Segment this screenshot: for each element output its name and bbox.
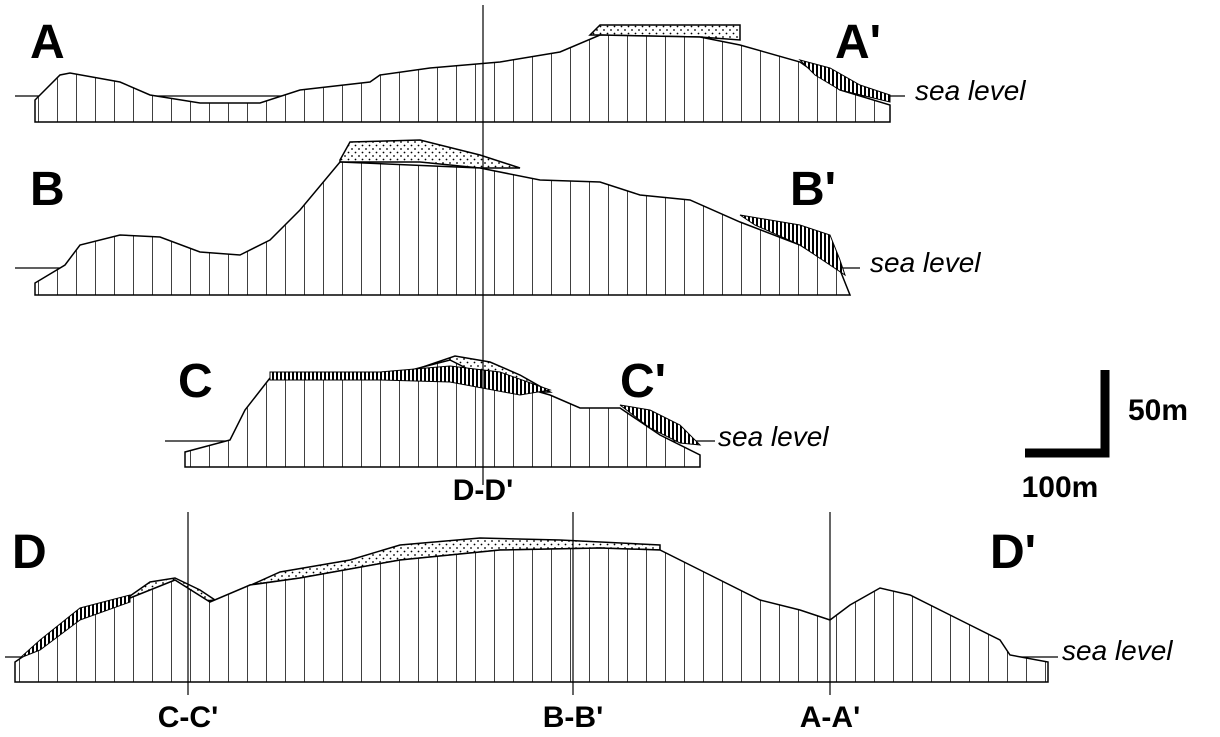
section-c: C C' sea level	[165, 355, 829, 467]
label-end: B'	[790, 163, 836, 216]
sea-level-label: sea level	[718, 421, 829, 452]
sea-level-label: sea level	[915, 75, 1026, 106]
scale-bar: 50m 100m	[1022, 370, 1188, 504]
section-a: A A' sea level	[15, 16, 1026, 122]
marker-label: C-C'	[158, 701, 218, 734]
label-end: D'	[990, 526, 1036, 579]
horizontal-scale: 100m	[1022, 471, 1099, 504]
section-b: B B' sea level	[15, 140, 981, 295]
section-d: D D' sea level	[5, 526, 1173, 682]
sea-level-label: sea level	[870, 247, 981, 278]
marker-label: B-B'	[543, 701, 603, 734]
label-end: C'	[620, 355, 666, 408]
marker-label: D-D'	[453, 474, 513, 507]
label-start: B	[30, 163, 65, 216]
profile	[35, 35, 890, 122]
label-start: D	[12, 526, 47, 579]
marker-label: A-A'	[800, 701, 860, 734]
cross-sections: A A' sea level B B' sea level C C' sea l…	[0, 0, 1220, 737]
vertical-scale: 50m	[1128, 394, 1188, 427]
label-start: A	[30, 16, 65, 69]
scale-lines	[1025, 370, 1105, 453]
label-end: A'	[835, 16, 881, 69]
profile	[35, 162, 850, 295]
label-start: C	[178, 355, 213, 408]
profile	[15, 548, 1048, 682]
sea-level-label: sea level	[1062, 635, 1173, 666]
